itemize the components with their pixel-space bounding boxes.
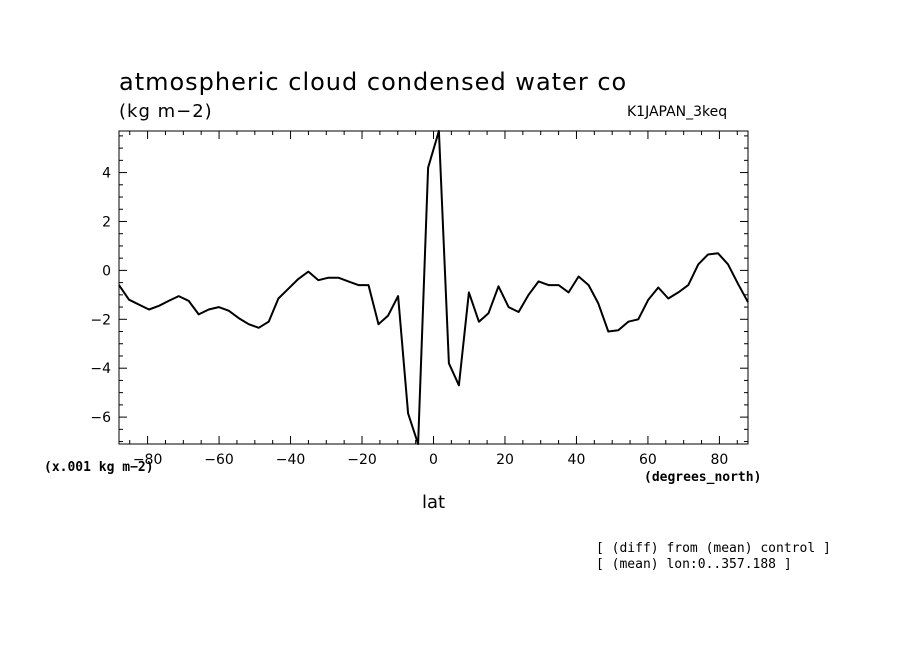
y-tick-label: −6: [90, 410, 111, 426]
y-tick-label: 2: [102, 214, 111, 230]
x-tick-label: −20: [347, 452, 377, 468]
axis-ticks: [119, 131, 748, 444]
chart-title: atmospheric cloud condensed water co: [119, 68, 628, 96]
x-tick-label: 20: [496, 452, 514, 468]
note-diff: [ (diff) from (mean) control ]: [596, 541, 831, 556]
y-tick-label: −4: [90, 361, 111, 377]
x-tick-label: 0: [429, 452, 438, 468]
x-tick-label: 80: [710, 452, 728, 468]
scale-label: (x.001 kg m−2): [44, 460, 154, 475]
plot-frame: [118, 130, 749, 445]
x-axis-label: lat: [422, 492, 446, 513]
x-tick-label: 60: [639, 452, 657, 468]
y-tick-label: −2: [90, 312, 111, 328]
x-units-label: (degrees_north): [644, 470, 762, 485]
x-tick-label: −80: [133, 452, 163, 468]
y-tick-label: 0: [102, 263, 111, 279]
dataset-label: K1JAPAN_3keq: [627, 104, 728, 120]
note-mean: [ (mean) lon:0..357.188 ]: [596, 557, 792, 572]
y-tick-label: 4: [102, 166, 111, 182]
x-tick-label: 40: [568, 452, 586, 468]
x-tick-label: −60: [204, 452, 234, 468]
units-label: (kg m−2): [119, 101, 213, 122]
series-line: [118, 130, 749, 445]
x-tick-label: −40: [276, 452, 306, 468]
